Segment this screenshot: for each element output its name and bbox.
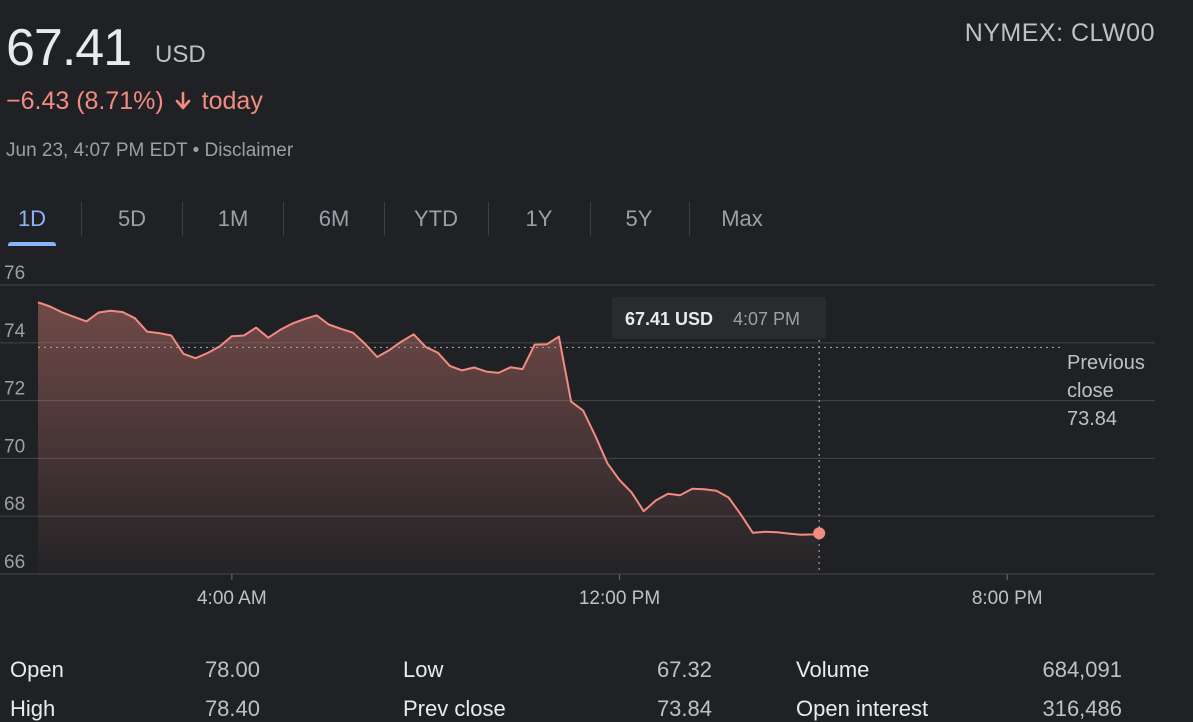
tab-divider [283,202,284,236]
tab-6m[interactable]: 6M [318,206,350,231]
tab-1m[interactable]: 1M [217,206,249,231]
stat-value-prev-close: 73.84 [656,696,712,721]
tab-divider [488,202,489,236]
tooltip-price: 67.41 USD [625,309,713,329]
range-tabs: 1D 5D 1M 6M YTD 1Y 5Y Max [0,196,800,246]
price-change: −6.43 (8.71%) today [6,87,263,116]
tab-5d[interactable]: 5D [117,206,147,231]
stat-label-open-interest: Open interest [796,696,929,721]
y-tick-label: 76 [4,263,25,284]
tab-divider [182,202,183,236]
stat-label-volume: Volume [796,657,870,682]
disclaimer-link[interactable]: Disclaimer [204,140,294,161]
stat-value-volume: 684,091 [1042,657,1122,682]
tab-ytd[interactable]: YTD [414,206,458,231]
currency-label: USD [155,41,206,68]
price-line [37,301,820,536]
tooltip-time: 4:07 PM [733,309,800,329]
current-price-dot [813,527,826,540]
x-tick-label: 12:00 PM [579,588,660,609]
quote-meta: Jun 23, 4:07 PM EDT • Disclaimer [6,140,293,162]
change-value: −6.43 (8.71%) [6,87,164,115]
tab-divider [384,202,385,236]
tab-1d[interactable]: 1D [4,196,60,246]
previous-close-label-line1: Previous [1067,352,1145,374]
y-tick-label: 68 [4,494,25,515]
stat-value-open: 78.00 [204,657,260,682]
tab-1y[interactable]: 1Y [525,206,553,231]
tooltip-background [612,297,826,339]
price: 67.41 [6,19,132,77]
stat-label-open: Open [10,657,64,682]
tab-divider [590,202,591,236]
previous-close-label-line2: close [1067,380,1114,402]
stat-label-high: High [10,696,56,721]
change-period: today [201,87,263,115]
tab-max[interactable]: Max [721,206,763,231]
y-tick-label: 72 [4,379,25,400]
separator-dot: • [192,140,200,161]
ticker-symbol: NYMEX: CLW00 [964,19,1155,47]
previous-close-label: Previous close 73.84 [1067,352,1145,430]
y-tick-label: 66 [4,552,25,573]
x-tick-label: 8:00 PM [972,588,1043,609]
x-tick-label: 4:00 AM [197,588,267,609]
stat-label-prev-close: Prev close [403,696,506,721]
previous-close-value: 73.84 [1067,408,1117,430]
tab-5y[interactable]: 5Y [625,206,653,231]
stat-label-low: Low [403,657,444,682]
stat-value-open-interest: 316,486 [1042,696,1122,721]
stat-value-high: 78.40 [204,696,260,721]
arrow-down-icon [175,91,191,110]
price-area [38,302,820,574]
tab-divider [81,202,82,236]
y-tick-label: 70 [4,436,25,457]
y-tick-label: 74 [4,321,26,342]
price-chart[interactable]: 76 74 72 70 68 66 4:00 AM 12:00 PM 8:00 PM 67.4… [0,262,1193,622]
timestamp: Jun 23, 4:07 PM EDT [6,140,188,161]
tab-divider [689,202,690,236]
stat-value-low: 67.32 [656,657,712,682]
tooltip: 67.41 USD 4:07 PM [612,297,826,339]
